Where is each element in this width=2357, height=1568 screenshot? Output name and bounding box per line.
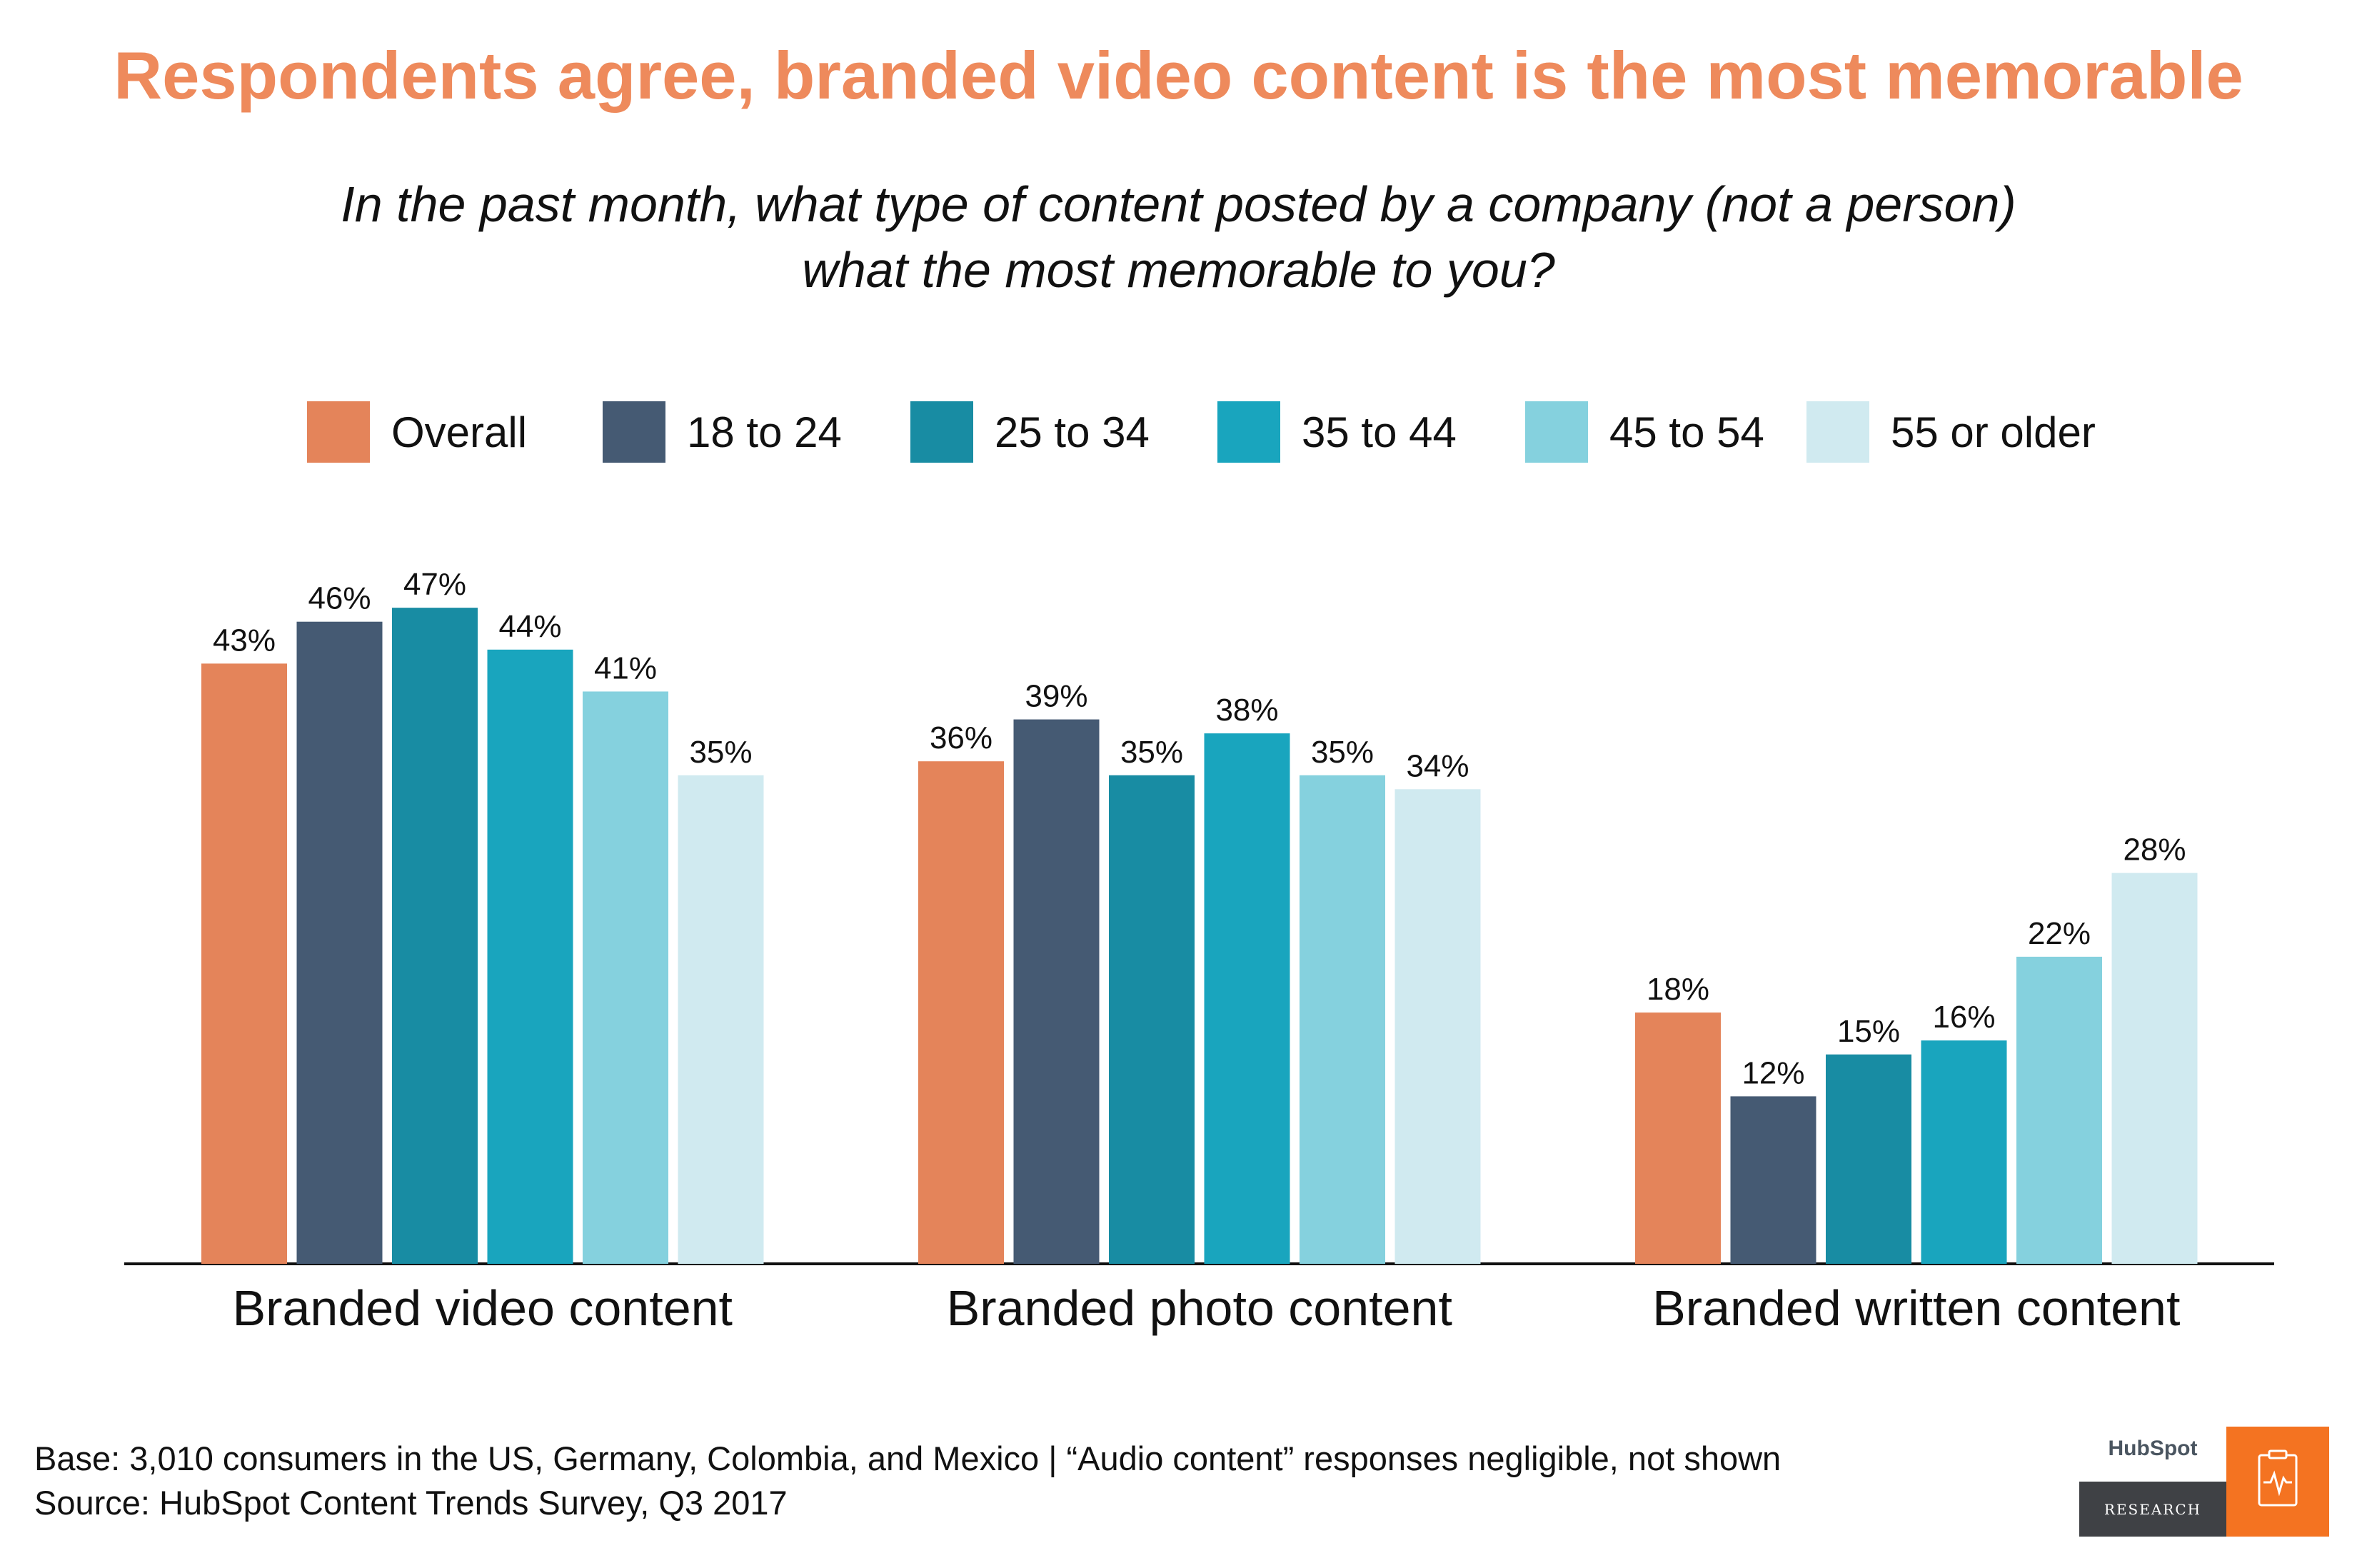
legend-swatch	[910, 401, 973, 463]
bar	[487, 649, 573, 1264]
data-label: 15%	[1837, 1014, 1900, 1049]
legend-swatch	[603, 401, 665, 463]
legend-item-3: 25 to 34	[910, 400, 1150, 464]
survey-question: In the past month, what type of content …	[0, 171, 2357, 303]
legend-item-2: 18 to 24	[603, 400, 842, 464]
bar	[1730, 1096, 1816, 1264]
bar	[1109, 775, 1195, 1264]
survey-question-line-2: what the most memorable to you?	[802, 242, 1555, 298]
bar	[583, 691, 668, 1264]
data-label: 34%	[1406, 748, 1469, 783]
legend-label: 55 or older	[1891, 408, 2096, 456]
data-label: 39%	[1025, 679, 1087, 714]
logo-label: RESEARCH	[2079, 1482, 2226, 1537]
legend-swatch	[307, 401, 370, 463]
footer-base-note: Base: 3,010 consumers in the US, Germany…	[34, 1439, 1781, 1477]
footer-source-note: Source: HubSpot Content Trends Survey, Q…	[34, 1484, 788, 1522]
bar	[1921, 1040, 2007, 1264]
data-label: 22%	[2028, 916, 2091, 951]
bar	[1013, 719, 1100, 1264]
data-label: 46%	[308, 581, 371, 616]
legend-item-6: 55 or older	[1806, 400, 2096, 464]
legend-label: Overall	[391, 408, 528, 456]
legend-swatch	[1217, 401, 1280, 463]
data-label: 44%	[498, 609, 561, 644]
footer-notes: Base: 3,010 consumers in the US, Germany…	[34, 1437, 1781, 1525]
category-label: Branded video content	[232, 1280, 733, 1336]
bar	[2111, 873, 2198, 1264]
bar	[296, 621, 383, 1264]
bar	[1826, 1054, 1911, 1264]
data-label: 43%	[213, 623, 276, 658]
hubspot-research-logo: HubSpot RESEARCH	[2079, 1427, 2329, 1537]
data-label: 35%	[689, 735, 752, 770]
data-label: 28%	[2123, 833, 2186, 868]
bar	[392, 608, 478, 1264]
legend-item-4: 35 to 44	[1217, 400, 1457, 464]
data-label: 35%	[1311, 735, 1374, 770]
category-label: Branded photo content	[947, 1280, 1452, 1336]
bar	[918, 761, 1004, 1264]
bar	[2016, 956, 2102, 1264]
data-label: 12%	[1742, 1055, 1804, 1090]
bar-chart: 43% 46% 47% 44% 41% 35% Branded video content 3…	[124, 567, 2274, 1336]
data-label: 41%	[594, 650, 657, 685]
bar	[1204, 733, 1290, 1264]
bar	[1300, 775, 1385, 1264]
legend-swatch	[1525, 401, 1588, 463]
data-label: 35%	[1120, 735, 1183, 770]
bar	[1635, 1012, 1721, 1264]
bar	[678, 775, 764, 1264]
survey-question-line-1: In the past month, what type of content …	[341, 176, 2016, 232]
chart-title: Respondents agree, branded video content…	[114, 38, 2243, 113]
legend-item-5: 45 to 54	[1525, 400, 1764, 464]
logo-brand: HubSpot	[2108, 1437, 2198, 1460]
data-label: 18%	[1647, 972, 1709, 1007]
clipboard-pulse-icon	[2226, 1427, 2329, 1537]
data-label: 47%	[403, 567, 466, 602]
legend-swatch	[1806, 401, 1869, 463]
category-label: Branded written content	[1652, 1280, 2180, 1336]
data-label: 36%	[930, 720, 992, 755]
legend-item-1: Overall	[307, 400, 527, 464]
legend-label: 18 to 24	[687, 408, 842, 456]
data-label: 38%	[1215, 693, 1278, 728]
legend: Overall 18 to 24 25 to 34 35 to 44 45 to 54 5…	[0, 400, 2357, 464]
data-label: 16%	[1932, 1000, 1995, 1035]
bar	[1394, 789, 1481, 1264]
legend-label: 45 to 54	[1609, 408, 1764, 456]
legend-label: 35 to 44	[1302, 408, 1457, 456]
legend-label: 25 to 34	[995, 408, 1150, 456]
bar	[201, 663, 287, 1264]
